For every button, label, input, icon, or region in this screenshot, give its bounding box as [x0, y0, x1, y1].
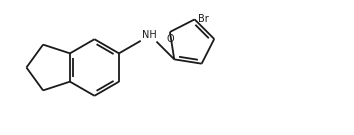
- Text: O: O: [167, 34, 175, 44]
- Text: Br: Br: [198, 14, 209, 24]
- Text: NH: NH: [142, 30, 156, 40]
